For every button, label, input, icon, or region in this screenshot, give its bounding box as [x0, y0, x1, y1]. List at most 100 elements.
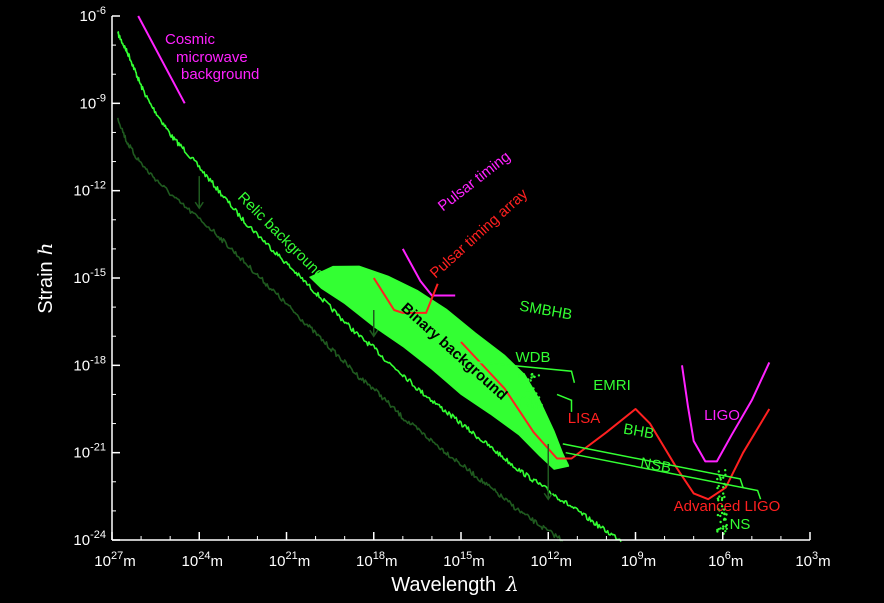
- ns-point: [717, 470, 720, 473]
- wdb-point: [518, 397, 522, 400]
- wdb-point: [537, 396, 541, 399]
- bhb-bracket: [562, 443, 744, 488]
- annotation-nsb: NSB: [639, 455, 672, 477]
- annotation-ns: NS: [730, 516, 751, 533]
- ns-point: [722, 486, 725, 489]
- wdb-point: [527, 404, 530, 407]
- wdb-point: [537, 405, 540, 409]
- plot-layer: [117, 15, 771, 543]
- ns-point: [718, 495, 721, 498]
- wdb-point: [535, 402, 538, 405]
- relic-background-line: [117, 31, 622, 543]
- wdb-point: [525, 402, 529, 406]
- wdb-point: [526, 389, 529, 392]
- ns-point: [721, 496, 724, 500]
- x-tick-label: 106m: [708, 550, 743, 570]
- ns-point: [720, 498, 724, 502]
- wdb-point: [518, 404, 521, 407]
- annotation-emri: EMRI: [593, 377, 631, 394]
- wdb-point: [523, 374, 526, 377]
- x-tick-label: 1021m: [269, 550, 310, 570]
- wdb-point: [527, 378, 530, 381]
- cosmic-microwave-background-line: [137, 15, 186, 104]
- annotation-bhb: BHB: [622, 421, 655, 443]
- wdb-point: [520, 373, 523, 377]
- ns-point: [725, 527, 728, 530]
- annotation-wdb: WDB: [516, 349, 551, 366]
- ns-point: [725, 513, 728, 516]
- ns-point: [716, 477, 719, 481]
- ns-point: [717, 484, 720, 488]
- y-tick-label: 10-18: [73, 354, 106, 374]
- ns-point: [722, 518, 726, 521]
- ns-point: [716, 530, 719, 533]
- annotation-background: background: [181, 66, 259, 83]
- emri-bracket: [556, 393, 573, 412]
- x-tick-label: 103m: [795, 550, 830, 570]
- ns-point: [719, 527, 722, 530]
- wdb-point: [530, 376, 533, 379]
- x-axis-label: Wavelength λ: [391, 572, 519, 596]
- annotation-microwave: microwave: [176, 49, 248, 66]
- pulsar-timing-array-line: [372, 277, 439, 314]
- lisa-line: [460, 341, 771, 501]
- wdb-point: [528, 396, 531, 399]
- x-tick-label: 1027m: [94, 550, 135, 570]
- ns-point: [722, 525, 725, 528]
- annotation-advanced-ligo: Advanced LIGO: [674, 498, 781, 515]
- ligo-line: [681, 361, 771, 463]
- wdb-point: [537, 403, 540, 406]
- wdb-point: [532, 387, 535, 390]
- wdb-point: [540, 403, 543, 407]
- ns-point: [724, 469, 727, 472]
- ns-point: [722, 492, 725, 495]
- ns-point: [717, 508, 720, 511]
- wdb-point: [533, 407, 536, 410]
- nsb-bracket: [565, 451, 762, 500]
- wdb-point: [537, 374, 541, 377]
- ns-point: [723, 512, 726, 515]
- y-tick-label: 10-12: [73, 180, 106, 200]
- ns-point: [720, 511, 724, 515]
- ns-point: [719, 520, 722, 524]
- y-tick-label: 10-9: [80, 92, 106, 112]
- x-tick-label: 109m: [621, 550, 656, 570]
- y-tick-label: 10-15: [73, 267, 106, 287]
- pulsar-timing-line: [401, 248, 456, 297]
- x-tick-label: 1018m: [356, 550, 397, 570]
- wdb-point: [528, 384, 531, 388]
- annotation-cosmic: Cosmic: [165, 31, 216, 48]
- wdb-point: [520, 383, 523, 386]
- arrow-head: [369, 329, 379, 338]
- y-axis-label: Strainh: [33, 242, 57, 313]
- ns-point: [720, 505, 724, 508]
- wdb-point: [533, 375, 536, 379]
- ns-point: [716, 486, 719, 490]
- ns-point: [723, 495, 726, 499]
- wdb-point: [535, 392, 538, 395]
- ns-point: [719, 476, 722, 479]
- annotation-ligo: LIGO: [704, 407, 740, 424]
- ns-point: [717, 528, 720, 531]
- ns-point: [719, 514, 722, 518]
- ns-point: [719, 478, 722, 481]
- wdb-point: [531, 372, 534, 376]
- arrow-head: [194, 201, 204, 210]
- wdb-point: [531, 405, 534, 408]
- ns-point: [716, 513, 720, 517]
- arrow-head: [543, 492, 553, 501]
- ns-point: [721, 527, 725, 530]
- y-tick-label: 10-6: [80, 5, 106, 25]
- relic-background-lower-line: [117, 117, 564, 542]
- x-tick-label: 1015m: [443, 550, 484, 570]
- ns-point: [724, 530, 727, 533]
- wdb-point: [518, 374, 521, 377]
- smbhb-bracket: [449, 358, 576, 383]
- annotation-lisa: LISA: [568, 410, 601, 427]
- x-tick-label: 1012m: [531, 550, 572, 570]
- wdb-point: [531, 395, 535, 398]
- wdb-point: [522, 395, 526, 398]
- ns-point: [722, 476, 725, 479]
